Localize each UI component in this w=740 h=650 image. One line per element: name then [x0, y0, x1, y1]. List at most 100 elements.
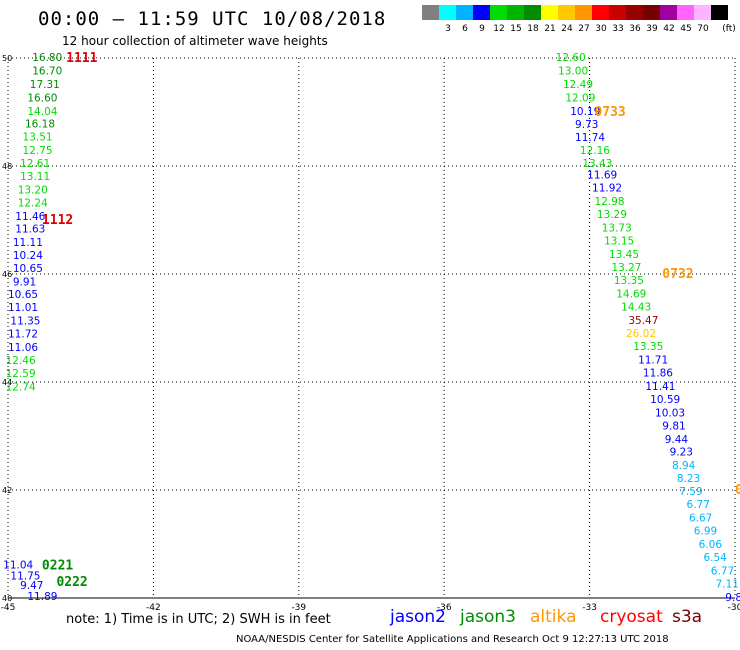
track-time: 1111 [66, 51, 97, 66]
swh-value: 10.65 [13, 263, 43, 275]
swh-value: 26.02 [626, 328, 656, 340]
swh-value: 11.72 [8, 328, 38, 340]
swh-value: 14.43 [621, 301, 651, 313]
scale-label: 12 [493, 24, 505, 34]
scale-swatch [575, 5, 592, 20]
axis-labels: -45 -42 -39 -36 -33 -30 50 48 46 44 42 40 [1, 54, 740, 613]
swh-value: 13.73 [602, 223, 632, 235]
swh-value: 14.04 [27, 106, 57, 118]
satellite-jason2: jason2 [390, 607, 446, 627]
swh-value: 13.51 [23, 131, 53, 143]
scale-label: 15 [510, 24, 522, 34]
swh-value: 9.81 [662, 420, 685, 432]
swh-value: 10.24 [13, 250, 43, 262]
scale-label: 33 [612, 24, 624, 34]
swh-value: 11.86 [643, 367, 673, 379]
swh-value: 16.18 [25, 118, 55, 130]
satellite-cryosat: cryosat [600, 607, 663, 627]
scale-swatch [660, 5, 677, 20]
track-time: 0732 [662, 267, 693, 282]
scale-label: 27 [578, 24, 590, 34]
map-title: 00:00 – 11:59 UTC 10/08/2018 [38, 8, 387, 30]
swh-value: 11.06 [8, 342, 38, 354]
swh-value: 8.23 [677, 473, 700, 485]
swh-value: 12.16 [580, 145, 610, 157]
swh-value: 12.46 [6, 355, 36, 367]
satellite-s3a: s3a [672, 607, 703, 627]
scale-label: 70 [697, 24, 709, 34]
scale-swatch [592, 5, 609, 20]
swh-value: 17.31 [30, 79, 60, 91]
swh-value: 13.43 [582, 158, 612, 170]
scale-swatch [524, 5, 541, 20]
scale-unit: (ft) [722, 24, 736, 34]
swh-value: 9.91 [13, 277, 36, 289]
swh-value: 6.77 [687, 499, 710, 511]
lon-tick-label: -45 [1, 603, 16, 613]
swh-value: 7.59 [679, 486, 702, 498]
swh-value: 9.44 [665, 434, 689, 446]
scale-label: 21 [544, 24, 556, 34]
swh-value: 12.60 [556, 52, 586, 64]
credit-line: NOAA/NESDIS Center for Satellite Applica… [236, 634, 669, 645]
lat-tick-label: 40 [2, 594, 12, 603]
swh-value: 11.69 [587, 170, 617, 182]
swh-value: 12.98 [594, 196, 624, 208]
swh-value: 12.09 [565, 93, 595, 105]
swh-value: 9.23 [670, 447, 693, 459]
swh-value: 35.47 [628, 315, 658, 327]
swh-value: 6.54 [703, 552, 727, 564]
swh-value: 13.35 [633, 341, 663, 353]
satellite-jason3: jason3 [460, 607, 516, 627]
swh-value: 13.27 [611, 262, 641, 274]
swh-value: 12.75 [23, 145, 53, 157]
swh-value: 10.03 [655, 407, 685, 419]
lon-tick-label: -33 [582, 603, 597, 613]
swh-value: 12.24 [18, 197, 48, 209]
satellite-altika: altika [530, 607, 577, 627]
swh-value: 11.92 [592, 183, 622, 195]
scale-swatch [677, 5, 694, 20]
swh-value: 11.75 [10, 570, 40, 582]
swh-value: 16.70 [32, 66, 62, 78]
swh-value: 8.94 [672, 460, 696, 472]
swh-value: 9.73 [575, 119, 598, 131]
swh-value: 9.8 [725, 592, 740, 604]
swh-value: 11.35 [10, 316, 40, 328]
track-time: 1112 [42, 213, 73, 228]
lat-tick-label: 42 [2, 486, 12, 495]
scale-swatch [694, 5, 711, 20]
lat-tick-label: 48 [2, 162, 12, 171]
lon-tick-label: -39 [291, 603, 306, 613]
lat-tick-label: 50 [2, 54, 12, 63]
track-time: 0221 [42, 559, 73, 574]
scale-label: 9 [479, 24, 485, 34]
lon-tick-label: -30 [728, 603, 740, 613]
swh-value: 13.15 [604, 236, 634, 248]
lon-tick-label: -42 [146, 603, 161, 613]
swh-value: 6.77 [711, 566, 734, 578]
scale-swatch [439, 5, 456, 20]
scale-label: 45 [680, 24, 692, 34]
lon-tick-label: -36 [437, 603, 452, 613]
swh-value: 16.60 [27, 93, 57, 105]
swh-value: 13.00 [558, 66, 588, 78]
swh-value: 11.11 [13, 237, 43, 249]
scale-swatch [626, 5, 643, 20]
scale-label: 24 [561, 24, 573, 34]
swh-value: 12.49 [563, 79, 593, 91]
swh-value: 11.89 [27, 591, 57, 603]
swh-value: 10.65 [8, 289, 38, 301]
track-time: 0222 [56, 575, 87, 590]
swh-value: 6.99 [694, 526, 717, 538]
lat-tick-label: 44 [2, 378, 12, 387]
swh-value: 13.29 [597, 209, 627, 221]
swh-value: 12.59 [6, 368, 36, 380]
swh-value: 9.47 [20, 580, 43, 592]
scale-label: 3 [445, 24, 451, 34]
swh-value: 13.35 [614, 275, 644, 287]
swh-value: 14.69 [616, 289, 646, 301]
scale-label: 30 [595, 24, 607, 34]
